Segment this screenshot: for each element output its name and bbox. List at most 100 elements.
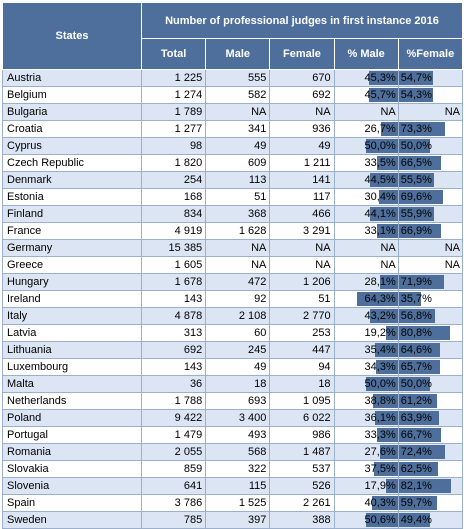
total-cell: 2 055 bbox=[140, 443, 207, 461]
female-share-bar bbox=[399, 343, 440, 357]
female-cell: 49 bbox=[269, 137, 335, 155]
female-cell: 2 770 bbox=[269, 307, 335, 325]
male-share-bar bbox=[369, 207, 398, 221]
table-row: Austria 1 225 555 670 45,3% 54,7% bbox=[2, 69, 464, 87]
pct-male-label: 50,0% bbox=[364, 140, 396, 152]
female-share-bar bbox=[399, 411, 440, 425]
table-row: Spain 3 786 1 525 2 261 40,3% 59,7% bbox=[2, 494, 464, 512]
total-cell: 143 bbox=[140, 358, 207, 376]
state-name: Ireland bbox=[2, 290, 142, 308]
male-cell: 92 bbox=[205, 290, 271, 308]
state-name: Czech Republic bbox=[2, 154, 142, 172]
female-share-bar bbox=[399, 428, 441, 442]
total-cell: 254 bbox=[140, 171, 207, 189]
pct-male-label: 44,5% bbox=[364, 174, 396, 186]
table-row: Poland 9 422 3 400 6 022 36,1% 63,9% bbox=[2, 409, 464, 427]
pct-female-label: 66,9% bbox=[400, 225, 432, 237]
male-share-bar bbox=[374, 411, 398, 425]
pct-female-label: NA bbox=[444, 106, 460, 118]
male-cell: 693 bbox=[205, 392, 271, 410]
pct-female-cell: 73,3% bbox=[397, 120, 464, 138]
pct-female-label: 56,8% bbox=[400, 310, 432, 322]
female-share-bar bbox=[399, 207, 435, 221]
female-share-bar bbox=[399, 88, 434, 102]
pct-female-cell: 80,8% bbox=[397, 324, 464, 342]
total-cell: 15 385 bbox=[140, 239, 207, 257]
pct-male-label: 50,6% bbox=[364, 514, 396, 526]
pct-female-label: 65,7% bbox=[400, 361, 432, 373]
table-row: Slovenia 641 115 526 17,9% 82,1% bbox=[2, 477, 464, 495]
total-cell: 3 786 bbox=[140, 494, 207, 512]
male-share-bar bbox=[374, 462, 398, 476]
female-share-bar bbox=[399, 479, 451, 493]
male-cell: 49 bbox=[205, 137, 271, 155]
state-name: Germany bbox=[2, 239, 142, 257]
table-row: Czech Republic 1 820 609 1 211 33,5% 66,5% bbox=[2, 154, 464, 172]
pct-male-label: 27,6% bbox=[364, 446, 396, 458]
pct-female-cell: 66,7% bbox=[397, 426, 464, 444]
male-cell: 115 bbox=[205, 477, 271, 495]
pct-male-label: 33,5% bbox=[364, 157, 396, 169]
female-share-bar bbox=[399, 156, 441, 170]
state-name: Portugal bbox=[2, 426, 142, 444]
pct-male-label: 50,0% bbox=[364, 378, 396, 390]
female-share-bar bbox=[399, 360, 441, 374]
pct-male-cell: 50,0% bbox=[333, 375, 399, 393]
male-cell: 1 628 bbox=[205, 222, 271, 240]
pct-male-label: 17,9% bbox=[364, 480, 396, 492]
female-cell: 537 bbox=[269, 460, 335, 478]
male-cell: 568 bbox=[205, 443, 271, 461]
male-share-bar bbox=[386, 479, 398, 493]
female-cell: 466 bbox=[269, 205, 335, 223]
state-name: Finland bbox=[2, 205, 142, 223]
pct-female-cell: 59,7% bbox=[397, 494, 464, 512]
state-name: Lithuania bbox=[2, 341, 142, 359]
pct-male-label: 64,3% bbox=[364, 293, 396, 305]
pct-male-label: 30,4% bbox=[364, 191, 396, 203]
male-share-bar bbox=[375, 343, 398, 357]
female-cell: 3 291 bbox=[269, 222, 335, 240]
pct-female-label: 73,3% bbox=[400, 123, 432, 135]
male-cell: NA bbox=[205, 256, 271, 274]
total-cell: 1 788 bbox=[140, 392, 207, 410]
female-share-bar bbox=[399, 326, 450, 340]
pct-male-cell: 50,6% bbox=[333, 511, 399, 529]
table-row: Hungary 1 678 472 1 206 28,1% 71,9% bbox=[2, 273, 464, 291]
state-name: Bulgaria bbox=[2, 103, 142, 121]
state-name: Netherlands bbox=[2, 392, 142, 410]
pct-female-label: 71,9% bbox=[400, 276, 432, 288]
pct-female-label: NA bbox=[444, 259, 460, 271]
female-cell: 936 bbox=[269, 120, 335, 138]
male-cell: 51 bbox=[205, 188, 271, 206]
state-name: Poland bbox=[2, 409, 142, 427]
pct-male-cell: 26,7% bbox=[333, 120, 399, 138]
pct-male-label: 38,8% bbox=[364, 395, 396, 407]
table-row: Estonia 168 51 117 30,4% 69,6% bbox=[2, 188, 464, 206]
female-share-bar bbox=[399, 224, 442, 238]
table-row: Slovakia 859 322 537 37,5% 62,5% bbox=[2, 460, 464, 478]
male-cell: 555 bbox=[205, 69, 271, 87]
pct-female-label: 69,6% bbox=[400, 191, 432, 203]
total-cell: 168 bbox=[140, 188, 207, 206]
pct-female-label: 63,9% bbox=[400, 412, 432, 424]
pct-male-label: 35,4% bbox=[364, 344, 396, 356]
male-cell: 493 bbox=[205, 426, 271, 444]
pct-female-cell: 55,9% bbox=[397, 205, 464, 223]
male-share-bar bbox=[370, 309, 398, 323]
total-cell: 313 bbox=[140, 324, 207, 342]
female-cell: 6 022 bbox=[269, 409, 335, 427]
pct-female-cell: 63,9% bbox=[397, 409, 464, 427]
table-row: Germany 15 385 NA NA NA NA bbox=[2, 239, 464, 257]
header-male: Male bbox=[205, 38, 271, 70]
pct-female-label: 61,2% bbox=[400, 395, 432, 407]
total-cell: 9 422 bbox=[140, 409, 207, 427]
table-row: Bulgaria 1 789 NA NA NA NA bbox=[2, 103, 464, 121]
state-name: Italy bbox=[2, 307, 142, 325]
pct-female-cell: NA bbox=[397, 256, 464, 274]
female-share-bar bbox=[399, 292, 422, 306]
pct-male-cell: 30,4% bbox=[333, 188, 399, 206]
table-row: Latvia 313 60 253 19,2% 80,8% bbox=[2, 324, 464, 342]
state-name: Romania bbox=[2, 443, 142, 461]
pct-male-cell: 17,9% bbox=[333, 477, 399, 495]
pct-female-label: 50,0% bbox=[400, 140, 432, 152]
